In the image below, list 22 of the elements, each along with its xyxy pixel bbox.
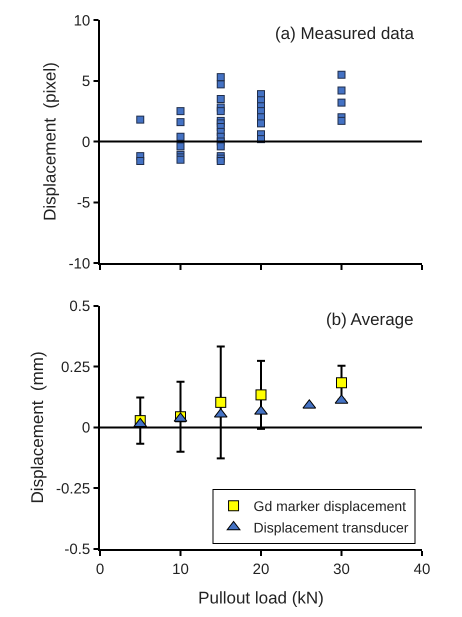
x-tick-label: 0: [96, 560, 104, 578]
y-tick-label: 0.5: [69, 298, 90, 316]
legend-label: Displacement transducer: [254, 519, 409, 536]
x-tick-label: 40: [414, 560, 430, 578]
y-tick-label: 0: [82, 420, 90, 437]
x-tick-label: 20: [252, 560, 270, 578]
x-axis-title: Pullout load (kN): [198, 588, 324, 608]
chart-title: (a) Measured data: [275, 24, 414, 43]
chart-title: (b) Average: [326, 310, 414, 329]
y-tick-label: 0.25: [61, 358, 90, 376]
y-tick-label: 5: [82, 73, 90, 90]
y-tick-label: -5: [76, 194, 90, 212]
y-tick-label: -0.25: [56, 480, 90, 498]
x-tick-label: 10: [172, 560, 189, 578]
x-tick-label: 30: [333, 560, 350, 578]
y-tick-label: -0.5: [64, 541, 90, 558]
y-tick-label: 10: [74, 12, 90, 30]
legend-label: Gd marker displacement: [254, 498, 406, 514]
y-axis-title: Displacement (mm): [28, 351, 48, 504]
y-tick-label: -10: [68, 255, 90, 272]
y-tick-label: 0: [82, 134, 90, 151]
y-axis-title: Displacement (pixel): [40, 62, 60, 221]
